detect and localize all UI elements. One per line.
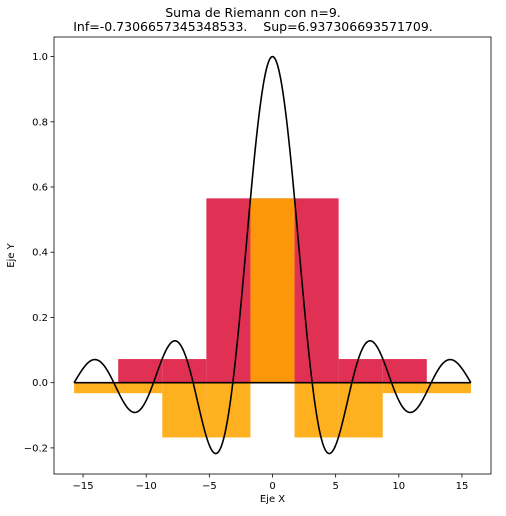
lower-sum-bar (382, 382, 427, 394)
ticks-group: −15 −10 −5 0 5 10 15 −0.2 0.0 0.2 0.4 0.6 0.8 1.0 (24, 52, 469, 492)
bars-group (74, 198, 471, 438)
lower-sum-bar (250, 198, 295, 383)
upper-sum-bar (162, 359, 207, 383)
x-tick-label: −10 (136, 481, 157, 492)
chart-title: Suma de Riemann con n=9. (165, 5, 341, 20)
curve-group (73, 55, 472, 455)
y-tick-label: 0.2 (32, 313, 48, 324)
upper-sum-bar (338, 359, 383, 383)
upper-sum-bar (382, 359, 427, 383)
y-tick-label: 0.6 (32, 183, 48, 194)
y-tick-label: 0.4 (32, 248, 48, 259)
lower-sum-bar (118, 382, 163, 394)
y-tick-label: 1.0 (32, 52, 48, 63)
y-tick-label: −0.2 (24, 443, 48, 454)
upper-sum-bar (206, 198, 251, 383)
chart-subtitle: Inf=-0.7306657345348533. Sup=6.937306693… (73, 19, 433, 34)
y-tick-label: 0.0 (32, 378, 48, 389)
x-tick-label: 5 (332, 481, 338, 492)
x-tick-label: −15 (72, 481, 93, 492)
x-tick-label: −5 (202, 481, 217, 492)
lower-sum-bar (74, 382, 119, 394)
y-tick-label: 0.8 (32, 117, 48, 128)
x-tick-label: 0 (269, 481, 275, 492)
lower-sum-bar (426, 382, 471, 394)
x-axis-label: Eje X (260, 494, 285, 505)
upper-sum-bar (118, 359, 163, 383)
function-curve (73, 55, 472, 455)
upper-sum-bar (294, 198, 339, 383)
y-axis-label: Eje Y (6, 242, 17, 267)
x-tick-label: 15 (456, 481, 469, 492)
x-tick-label: 10 (392, 481, 405, 492)
